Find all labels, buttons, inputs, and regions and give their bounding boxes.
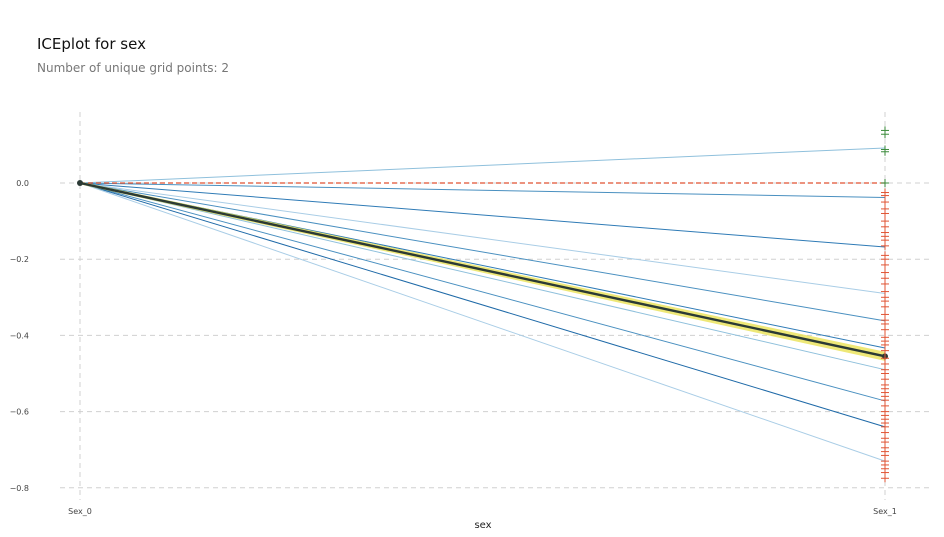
y-tick-label: −0.2 xyxy=(10,255,29,264)
y-tick-label: −0.4 xyxy=(10,331,29,340)
y-tick-label: −0.6 xyxy=(10,408,29,417)
ice-line xyxy=(79,182,886,322)
ice-line xyxy=(79,182,886,428)
negative-marker xyxy=(881,260,889,269)
negative-marker xyxy=(881,241,889,250)
positive-marker xyxy=(881,147,889,156)
ice-line xyxy=(79,182,886,371)
x-axis-label: sex xyxy=(474,520,491,531)
x-tick-label: Sex_1 xyxy=(873,507,897,516)
ice-lines xyxy=(79,147,886,462)
negative-marker xyxy=(881,209,889,218)
ice-line xyxy=(79,182,886,462)
y-tick-label: −0.8 xyxy=(10,484,29,493)
positive-marker xyxy=(881,179,889,187)
ice-line xyxy=(79,182,886,294)
average-line xyxy=(79,181,886,358)
negative-marker xyxy=(881,325,889,334)
x-tick-label: Sex_0 xyxy=(68,507,92,516)
positive-marker xyxy=(881,130,889,139)
average-point xyxy=(77,180,83,186)
ice-line xyxy=(79,182,886,402)
chart-title: ICEplot for sex xyxy=(37,35,146,53)
ice-line xyxy=(79,182,886,198)
negative-marker xyxy=(881,279,889,288)
marker-group xyxy=(881,126,889,483)
average-line-group xyxy=(77,180,888,361)
negative-marker xyxy=(881,198,889,207)
ice-line xyxy=(79,182,886,248)
negative-marker xyxy=(881,302,889,311)
ice-line xyxy=(79,147,886,184)
negative-marker xyxy=(881,474,889,483)
chart-subtitle: Number of unique grid points: 2 xyxy=(37,61,230,75)
y-tick-label: 0.0 xyxy=(16,179,29,188)
negative-marker xyxy=(881,346,889,355)
